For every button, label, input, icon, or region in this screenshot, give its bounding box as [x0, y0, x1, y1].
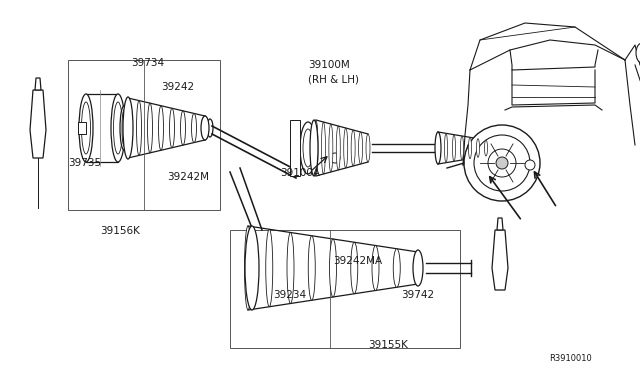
- Text: 39242M: 39242M: [167, 172, 209, 182]
- Ellipse shape: [159, 106, 163, 150]
- Ellipse shape: [147, 103, 152, 153]
- Ellipse shape: [636, 43, 640, 63]
- Ellipse shape: [415, 252, 422, 284]
- Ellipse shape: [329, 124, 333, 172]
- Polygon shape: [30, 90, 46, 158]
- Ellipse shape: [120, 106, 128, 150]
- Ellipse shape: [314, 120, 318, 176]
- Circle shape: [488, 149, 516, 177]
- Ellipse shape: [202, 116, 207, 140]
- Text: 39156K: 39156K: [100, 226, 140, 236]
- Circle shape: [474, 135, 530, 191]
- Text: 39155K: 39155K: [368, 340, 408, 350]
- Ellipse shape: [79, 94, 93, 162]
- Ellipse shape: [136, 100, 141, 155]
- Ellipse shape: [310, 120, 318, 176]
- Ellipse shape: [180, 111, 186, 145]
- Ellipse shape: [393, 249, 400, 287]
- Text: 39234: 39234: [273, 290, 307, 300]
- Text: 39242: 39242: [161, 82, 195, 92]
- Ellipse shape: [125, 98, 131, 158]
- Ellipse shape: [336, 126, 340, 170]
- Polygon shape: [290, 120, 300, 176]
- Ellipse shape: [484, 140, 488, 156]
- Polygon shape: [497, 218, 503, 230]
- Ellipse shape: [358, 132, 363, 164]
- Ellipse shape: [191, 113, 196, 142]
- Text: 39734: 39734: [131, 58, 164, 68]
- Ellipse shape: [344, 128, 348, 168]
- Polygon shape: [78, 122, 86, 134]
- Ellipse shape: [122, 110, 126, 146]
- Circle shape: [330, 153, 340, 163]
- Ellipse shape: [308, 236, 316, 300]
- Ellipse shape: [244, 226, 252, 310]
- Ellipse shape: [170, 108, 175, 148]
- Text: 39100M: 39100M: [308, 60, 349, 70]
- Text: 39742: 39742: [401, 290, 435, 300]
- Text: 39100A: 39100A: [280, 168, 320, 178]
- Polygon shape: [86, 94, 118, 162]
- Ellipse shape: [123, 97, 133, 159]
- Ellipse shape: [461, 136, 463, 160]
- Ellipse shape: [477, 139, 479, 157]
- Ellipse shape: [113, 102, 122, 154]
- Text: 39735: 39735: [68, 158, 101, 168]
- Polygon shape: [35, 78, 41, 90]
- Text: R3910010: R3910010: [549, 354, 592, 363]
- Ellipse shape: [413, 250, 423, 286]
- Ellipse shape: [300, 122, 316, 174]
- Ellipse shape: [245, 226, 259, 310]
- Ellipse shape: [207, 119, 213, 137]
- Ellipse shape: [435, 132, 441, 164]
- Circle shape: [525, 160, 535, 170]
- Circle shape: [496, 157, 508, 169]
- Polygon shape: [492, 230, 508, 290]
- Ellipse shape: [81, 102, 90, 154]
- Ellipse shape: [303, 129, 313, 167]
- Ellipse shape: [445, 133, 447, 163]
- Ellipse shape: [321, 122, 325, 174]
- Ellipse shape: [287, 232, 294, 304]
- Text: 39242MA: 39242MA: [333, 256, 383, 266]
- Text: (RH & LH): (RH & LH): [308, 74, 359, 84]
- Circle shape: [464, 125, 540, 201]
- Ellipse shape: [351, 130, 355, 166]
- Ellipse shape: [366, 134, 370, 162]
- Ellipse shape: [111, 94, 125, 162]
- Ellipse shape: [372, 246, 379, 291]
- Ellipse shape: [351, 242, 358, 294]
- Ellipse shape: [201, 116, 209, 140]
- Ellipse shape: [330, 239, 337, 297]
- Ellipse shape: [266, 229, 273, 307]
- Ellipse shape: [452, 135, 456, 161]
- Ellipse shape: [468, 137, 472, 159]
- Ellipse shape: [436, 132, 440, 164]
